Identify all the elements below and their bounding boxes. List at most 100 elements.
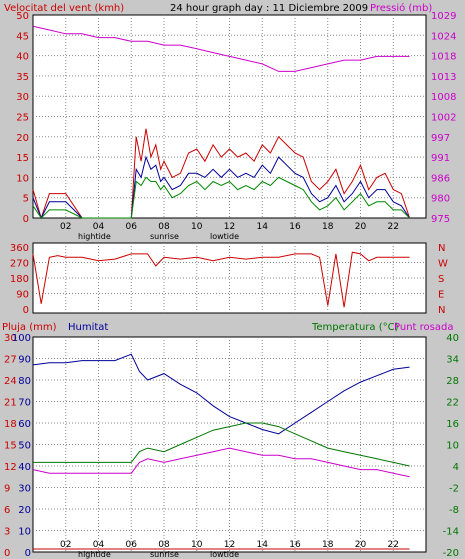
rain-tick-label: 0 [4, 548, 10, 559]
humidity-series [32, 353, 410, 550]
sunrise-label-bottom: sunrise [150, 550, 179, 559]
wind-axis-title: Velocitat del vent (kmh) [4, 3, 124, 14]
wind-x-axis: 02 04 06 08 10 12 14 16 18 20 22 [60, 222, 399, 232]
hightide-label: hightide [78, 232, 111, 241]
rain-tick-label: 24 [4, 376, 17, 387]
humidity-tick-label: 70 [18, 398, 31, 409]
pressure-tick-label: 1018 [431, 52, 456, 63]
lowtide-label-bottom: lowtide [210, 550, 239, 559]
wind-y-axis: 0 5 10 15 20 25 30 35 40 45 50 [16, 11, 29, 225]
wind-tick-label: 0 [23, 214, 29, 225]
humidity-x-axis: 02 04 06 08 10 12 14 16 18 20 22 [60, 540, 399, 550]
x-tick-label: 18 [322, 222, 334, 232]
x-tick-label: 10 [191, 222, 203, 232]
compass-tick-label: E [438, 290, 444, 301]
humidity-tick-label: 40 [18, 462, 31, 473]
green-line [32, 176, 410, 219]
pressure-tick-label: 1029 [431, 11, 456, 22]
temperature-tick-label: 4 [453, 462, 459, 473]
direction-tick-label: 180 [10, 274, 29, 285]
x-tick-label: 20 [355, 222, 367, 232]
dewpoint-line [32, 447, 410, 478]
x-tick-label: 12 [224, 540, 235, 550]
pressure-y-axis: 975 980 986 991 997 1002 1008 1013 1018 1024 1029 [431, 11, 456, 225]
temperature-tick-label: -14 [443, 527, 459, 538]
direction-line [32, 251, 410, 308]
humidity-tick-label: 100 [12, 333, 31, 344]
x-tick-label: 22 [388, 540, 399, 550]
wind-tick-label: 10 [16, 173, 29, 184]
direction-series [32, 251, 410, 308]
humidity-tick-label: 90 [18, 355, 31, 366]
direction-tick-label: 270 [10, 259, 29, 270]
rain-tick-label: 27 [4, 355, 17, 366]
x-tick-label: 14 [257, 222, 269, 232]
direction-tick-label: 0 [23, 305, 29, 316]
temperature-tick-label: 16 [446, 419, 459, 430]
graph-title: 24 hour graph day : 11 Diciembre 2009 [170, 3, 368, 14]
temperature-y-axis: -20 -14 -8 -2 4 10 16 22 28 34 40 [443, 333, 459, 559]
pressure-tick-label: 975 [431, 214, 450, 225]
pressure-tick-label: 1008 [431, 92, 456, 103]
pressure-tick-label: 991 [431, 153, 450, 164]
compass-tick-label: N [438, 305, 445, 316]
hightide-label-bottom: hightide [78, 550, 111, 559]
x-tick-label: 16 [289, 540, 301, 550]
rain-y-axis: 0 3 6 9 12 15 18 21 24 27 30 [4, 333, 17, 559]
rain-tick-label: 21 [4, 398, 17, 409]
lowtide-label: lowtide [210, 232, 239, 241]
temperature-tick-label: 10 [446, 441, 459, 452]
direction-plot-area [32, 242, 427, 314]
rain-tick-label: 15 [4, 441, 17, 452]
humidity-tick-label: 30 [18, 484, 31, 495]
wind-tick-label: 40 [16, 52, 29, 63]
x-tick-label: 14 [257, 540, 269, 550]
rain-tick-label: 3 [4, 527, 10, 538]
direction-tick-label: 360 [10, 243, 29, 254]
x-tick-label: 04 [93, 540, 105, 550]
x-tick-label: 02 [60, 540, 71, 550]
temperature-axis-title: Temperatura (°C) [311, 322, 399, 333]
x-tick-label: 20 [355, 540, 367, 550]
x-tick-label: 10 [191, 540, 203, 550]
x-tick-label: 04 [93, 222, 105, 232]
direction-tick-label: 90 [16, 290, 29, 301]
direction-y-axis: 360 270 180 90 0 [10, 243, 29, 316]
pressure-axis-title: Pressió (mb) [370, 2, 432, 14]
x-tick-label: 18 [322, 540, 334, 550]
wind-tick-label: 35 [16, 72, 29, 83]
rain-tick-label: 18 [4, 419, 17, 430]
rain-tick-label: 6 [4, 505, 10, 516]
direction-grid [33, 243, 426, 313]
compass-tick-label: N [438, 243, 445, 254]
temperature-tick-label: -8 [449, 505, 459, 516]
humidity-y-axis: 0 10 20 30 40 50 60 70 80 90 100 [12, 333, 31, 559]
pressure-tick-label: 1002 [431, 113, 456, 124]
temperature-tick-label: 34 [446, 355, 459, 366]
x-tick-label: 08 [158, 222, 170, 232]
dewpoint-axis-title: Punt rosada [394, 322, 453, 333]
x-tick-label: 12 [224, 222, 235, 232]
pressure-tick-label: 1024 [431, 31, 456, 42]
pressure-tick-label: 986 [431, 173, 450, 184]
pressure-tick-label: 980 [431, 194, 450, 205]
wind-tick-label: 15 [16, 153, 29, 164]
humidity-grid [33, 337, 426, 552]
x-tick-label: 08 [158, 540, 170, 550]
x-tick-label: 22 [388, 222, 399, 232]
pressure-tick-label: 997 [431, 133, 450, 144]
temperature-tick-label: -20 [443, 548, 459, 559]
temperature-line [33, 422, 410, 467]
x-tick-label: 16 [289, 222, 301, 232]
pressure-tick-label: 1013 [431, 72, 456, 83]
wind-tick-label: 25 [16, 113, 29, 124]
compass-tick-label: W [438, 259, 448, 270]
rain-tick-label: 9 [4, 484, 10, 495]
humidity-tick-label: 10 [18, 527, 31, 538]
temperature-tick-label: 40 [446, 333, 459, 344]
humidity-tick-label: 50 [18, 441, 31, 452]
wind-tick-label: 5 [23, 194, 29, 205]
humidity-axis-title: Humitat [68, 322, 108, 333]
humidity-tick-label: 60 [18, 419, 31, 430]
